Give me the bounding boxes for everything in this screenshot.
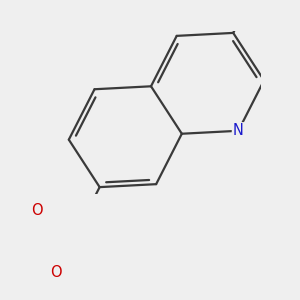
Text: O: O bbox=[31, 203, 43, 218]
Text: N: N bbox=[233, 123, 244, 138]
Text: O: O bbox=[50, 265, 62, 280]
